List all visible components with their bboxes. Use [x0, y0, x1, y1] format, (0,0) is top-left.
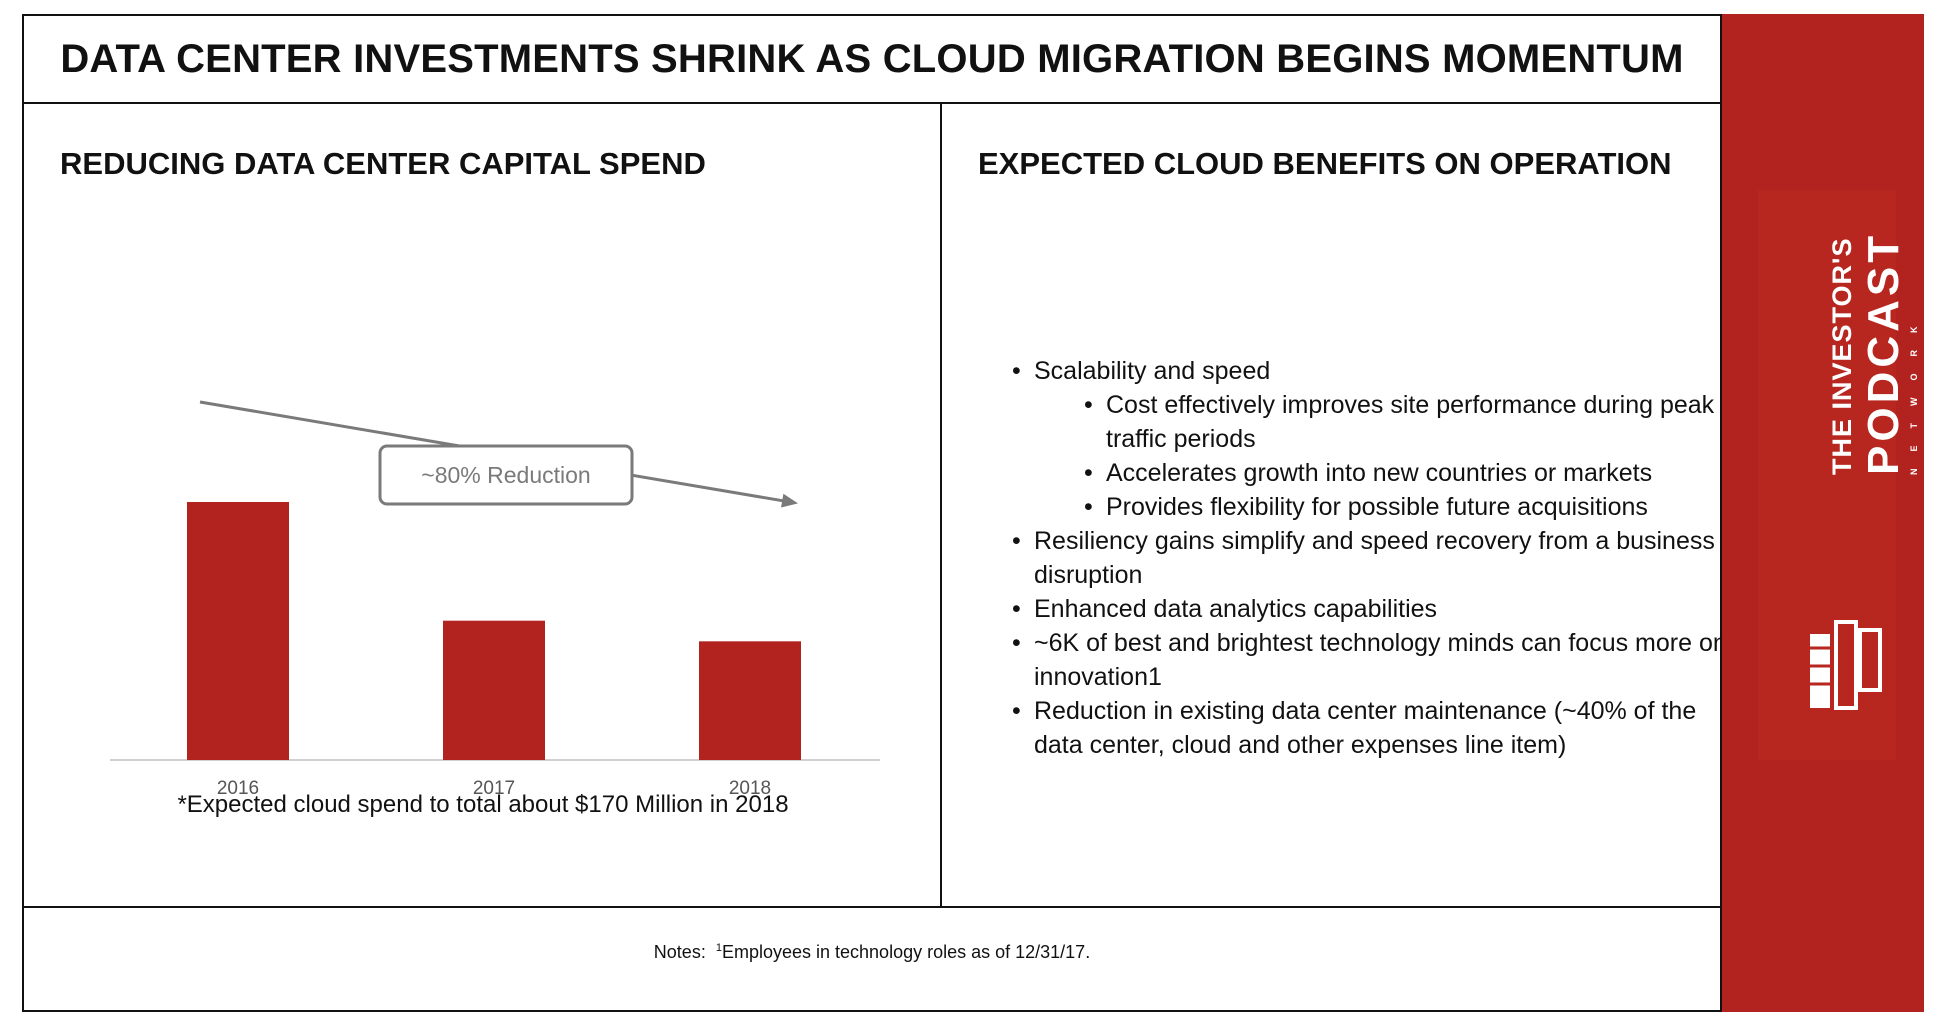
benefit-subitem: Cost effectively improves site performan… — [1084, 388, 1732, 456]
cloud-benefits-heading: EXPECTED CLOUD BENEFITS ON OPERATION — [978, 146, 1672, 181]
bar-2018 — [699, 641, 801, 760]
notes-label: Notes: — [653, 942, 706, 962]
slide-title: DATA CENTER INVESTMENTS SHRINK AS CLOUD … — [60, 36, 1684, 81]
bar-2017 — [443, 620, 545, 760]
bar-2016 — [187, 502, 289, 760]
capital-spend-panel: REDUCING DATA CENTER CAPITAL SPEND 2016 2… — [24, 104, 942, 906]
notes: Notes: 1Employees in technology roles as… — [24, 942, 1720, 963]
capital-spend-bar-chart: 2016 2017 2018 ~80% Reduction — [110, 400, 880, 799]
trend-arrow-head — [781, 493, 798, 508]
microphone-icon — [1810, 620, 1882, 710]
cloud-benefits-list: Scalability and speed Cost effectively i… — [1012, 354, 1732, 762]
benefit-item: Enhanced data analytics capabilities — [1012, 592, 1732, 626]
podcast-logo: THE INVESTOR'S PODCAST NETWORK — [1758, 190, 1919, 760]
reduction-callout-box — [378, 444, 634, 506]
benefit-subitem: Accelerates growth into new countries or… — [1084, 456, 1732, 490]
x-tick-label: 2018 — [729, 778, 771, 799]
logo-line1: THE INVESTOR'S — [1827, 237, 1857, 475]
notes-text: Employees in technology roles as of 12/3… — [721, 942, 1091, 962]
x-tick-label: 2017 — [473, 778, 515, 799]
slide-frame: DATA CENTER INVESTMENTS SHRINK AS CLOUD … — [22, 14, 1727, 1012]
brand-band: THE INVESTOR'S PODCAST NETWORK — [1722, 14, 1924, 1012]
title-bar: DATA CENTER INVESTMENTS SHRINK AS CLOUD … — [24, 16, 1720, 104]
logo-line3: NETWORK — [1909, 309, 1919, 476]
benefit-item: Resiliency gains simplify and speed reco… — [1012, 524, 1732, 592]
logo-line2: PODCAST — [1859, 231, 1908, 475]
cloud-benefits-panel: EXPECTED CLOUD BENEFITS ON OPERATION Sca… — [942, 104, 1727, 906]
notes-bar: Notes: 1Employees in technology roles as… — [24, 906, 1720, 1012]
benefit-item: ~6K of best and brightest technology min… — [1012, 626, 1732, 694]
reduction-callout-label: ~80% Reduction — [421, 462, 590, 488]
capital-spend-heading: REDUCING DATA CENTER CAPITAL SPEND — [60, 146, 706, 181]
notes-marker: 1 — [715, 942, 722, 954]
cloud-spend-footnote: *Expected cloud spend to total about $17… — [177, 791, 789, 818]
benefit-subitem: Provides flexibility for possible future… — [1084, 490, 1732, 524]
x-tick-label: 2016 — [217, 778, 259, 799]
benefit-item: Reduction in existing data center mainte… — [1012, 694, 1732, 762]
benefit-item: Scalability and speed — [1012, 354, 1732, 388]
